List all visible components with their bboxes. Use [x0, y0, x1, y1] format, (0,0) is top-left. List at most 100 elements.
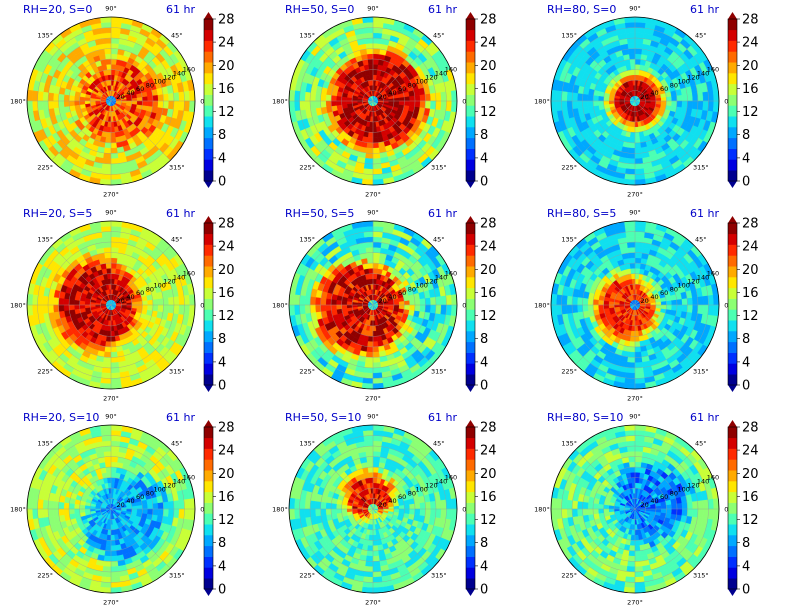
colorbar-segment: [204, 331, 213, 343]
contour-cell: [325, 298, 332, 306]
contour-cell: [325, 100, 332, 108]
contour-cell: [424, 297, 431, 306]
contour-cell: [32, 90, 39, 102]
contour-cell: [105, 262, 112, 269]
contour-cell: [625, 27, 636, 34]
contour-cell: [363, 27, 374, 34]
colorbar-segment: [204, 374, 213, 386]
contour-cell: [634, 37, 644, 44]
colorbar-tick-label: 8: [742, 128, 750, 143]
contour-cell: [419, 100, 426, 109]
contour-cell: [294, 100, 301, 112]
contour-cell: [630, 330, 636, 337]
contour-cell: [58, 297, 65, 306]
contour-cell: [101, 163, 112, 170]
colorbar-segment: [466, 148, 475, 160]
panel-title: RH=80, S=5: [547, 207, 617, 220]
contour-cell: [89, 98, 96, 102]
contour-cell: [424, 304, 431, 313]
contour-cell: [372, 273, 378, 280]
contour-cell: [681, 93, 688, 102]
contour-cell: [299, 91, 306, 102]
colorbar-tick-label: 24: [218, 36, 235, 51]
grid-spoke: [313, 245, 374, 306]
contour-cell: [372, 163, 383, 170]
radial-tick-label: 80: [408, 81, 416, 89]
contour-cell: [440, 295, 447, 306]
panel-title: RH=50, S=0: [285, 3, 355, 16]
colorbar-segment: [204, 233, 213, 245]
contour-cell: [365, 356, 374, 363]
contour-cell: [697, 100, 704, 111]
contour-cell: [63, 94, 70, 102]
radial-tick-label: 120: [687, 73, 699, 81]
radial-tick-label: 40: [388, 89, 396, 97]
contour-cell: [666, 100, 672, 107]
colorbar-tick-label: 16: [742, 82, 759, 97]
contour-cell: [53, 93, 60, 102]
angle-tick-label: 270°: [103, 191, 119, 199]
contour-cell: [624, 377, 636, 384]
colorbar-segment: [466, 223, 475, 235]
contour-cell: [42, 100, 49, 111]
contour-cell: [566, 91, 573, 102]
contour-cell: [74, 95, 80, 102]
contour-cell: [53, 297, 60, 306]
contour-cell: [566, 304, 573, 315]
contour-cell: [372, 372, 383, 379]
contour-cell: [366, 257, 374, 264]
contour-cell: [304, 100, 311, 111]
angle-tick-label: 90°: [367, 209, 379, 217]
contour-cell: [634, 43, 643, 50]
contour-cell: [162, 304, 169, 313]
contour-cell: [341, 96, 348, 102]
contour-cell: [629, 262, 636, 269]
contour-cell: [435, 91, 442, 102]
contour-cell: [634, 53, 642, 60]
contour-cell: [625, 367, 636, 374]
contour-cell: [110, 137, 117, 144]
colorbar-segment: [204, 298, 213, 310]
radial-tick-label: 160: [445, 270, 457, 278]
contour-cell: [419, 93, 426, 102]
contour-cell: [126, 304, 133, 308]
contour-cell: [147, 299, 154, 306]
contour-cell: [325, 304, 332, 312]
colorbar-tick-label: 24: [480, 36, 497, 51]
contour-cell: [629, 58, 636, 65]
contour-cell: [409, 299, 416, 306]
contour-cell: [320, 100, 327, 109]
contour-cell: [346, 301, 353, 306]
contour-cell: [372, 346, 380, 353]
contour-cell: [304, 304, 311, 315]
contour-cell: [351, 98, 358, 102]
contour-cell: [100, 22, 112, 29]
colorbar-segment: [728, 148, 737, 160]
contour-cell: [632, 320, 636, 327]
contour-cell: [106, 330, 112, 337]
contour-cell: [634, 74, 639, 81]
chart-panel: RH=80, S=561 hr0°45°90°135°180°225°270°3…: [524, 204, 785, 408]
contour-cell: [110, 283, 114, 290]
contour-cell: [556, 90, 563, 102]
radial-tick-label: 100: [153, 281, 165, 289]
colorbar-tick-label: 4: [742, 151, 750, 166]
contour-cell: [110, 163, 121, 170]
contour-cell: [103, 48, 112, 55]
contour-cell: [592, 95, 599, 102]
contour-cell: [627, 247, 636, 254]
contour-cell: [363, 236, 374, 243]
contour-cell: [152, 100, 159, 108]
colorbar-tick-label: 20: [742, 59, 759, 74]
angle-tick-label: 135°: [37, 236, 53, 244]
contour-field: [288, 16, 458, 186]
colorbar-segment: [204, 105, 213, 117]
contour-cell: [110, 362, 120, 369]
radial-tick-label: 140: [173, 70, 185, 78]
grid-spoke: [110, 41, 171, 102]
colorbar-segment: [466, 244, 475, 256]
colorbar-extend-min: [466, 385, 475, 392]
colorbar-tick-label: 8: [480, 332, 488, 347]
contour-cell: [107, 325, 112, 332]
contour-cell: [372, 351, 381, 358]
